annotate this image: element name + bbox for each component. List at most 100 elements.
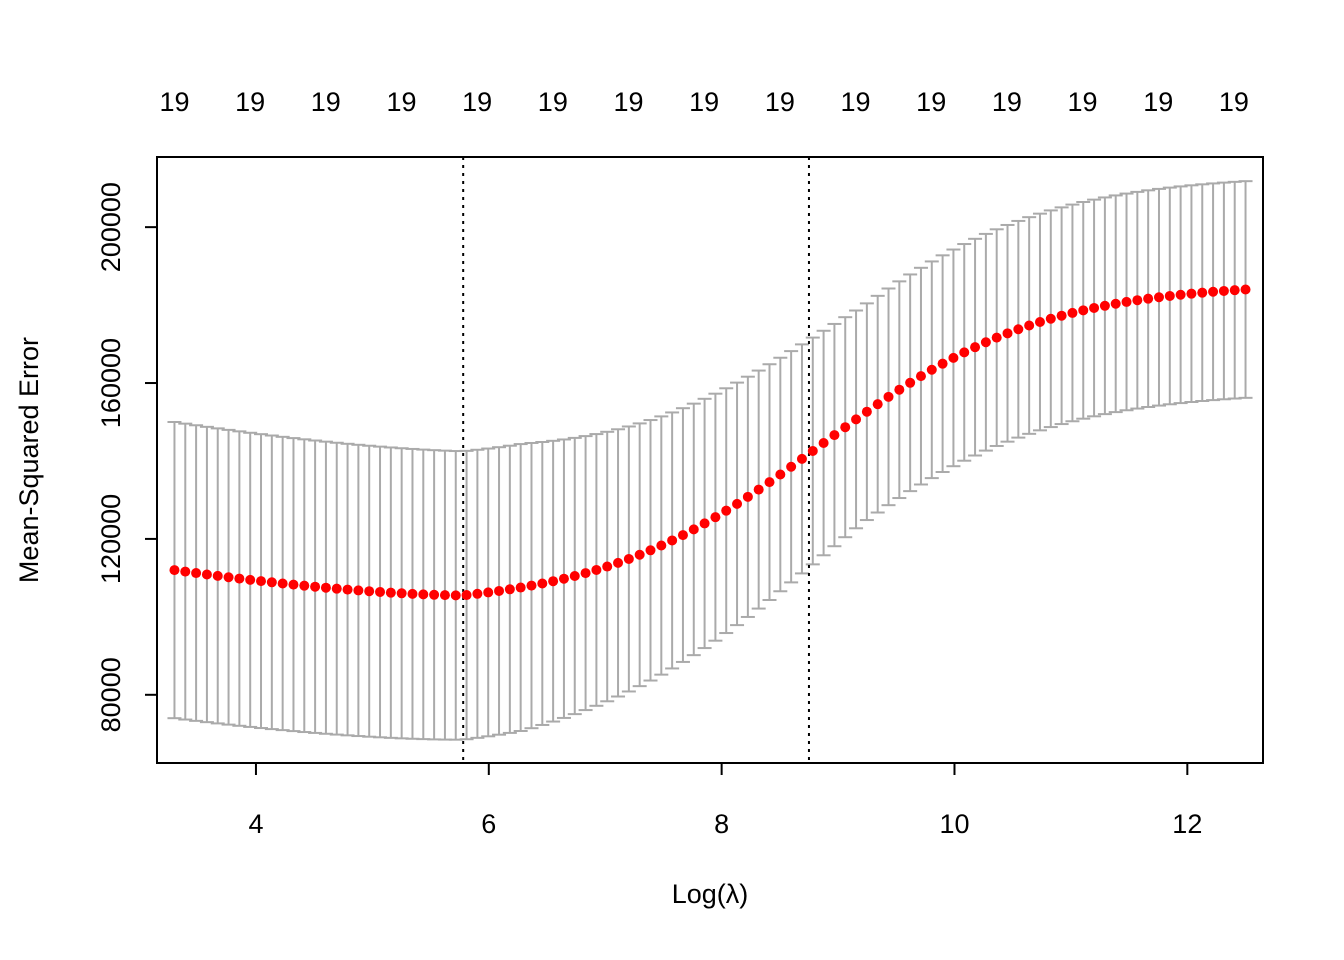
reference-lines: [462, 157, 810, 763]
mse-point: [1218, 285, 1229, 296]
mse-point: [851, 414, 862, 425]
top-axis-label: 19: [159, 87, 189, 117]
mse-point: [1024, 320, 1035, 331]
mse-point: [537, 578, 548, 589]
mse-point: [764, 477, 775, 488]
mse-point: [840, 422, 851, 433]
mse-point: [429, 589, 440, 600]
mse-point: [580, 568, 591, 579]
mse-point: [948, 352, 959, 363]
mse-point: [970, 342, 981, 353]
top-axis-label: 19: [841, 87, 871, 117]
y-tick-label: 160000: [96, 338, 126, 428]
mse-point: [591, 564, 602, 575]
mse-point: [1099, 300, 1110, 311]
mse-point: [742, 491, 753, 502]
mse-point: [483, 587, 494, 598]
mse-point: [1056, 310, 1067, 321]
mse-point: [180, 566, 191, 577]
mse-point: [915, 371, 926, 382]
mse-point: [266, 577, 277, 588]
top-axis-label: 19: [689, 87, 719, 117]
mse-point: [1229, 285, 1240, 296]
mse-point: [1175, 289, 1186, 300]
mse-point: [861, 406, 872, 417]
mse-point: [342, 584, 353, 595]
mse-point: [1067, 307, 1078, 318]
mse-point: [418, 589, 429, 600]
mse-point: [688, 524, 699, 535]
x-axis: 4 6 8 10 12: [248, 763, 1202, 839]
mse-point: [1121, 296, 1132, 307]
mse-point: [201, 569, 212, 580]
mse-point: [753, 484, 764, 495]
mse-point: [569, 571, 580, 582]
top-axis-label: 19: [235, 87, 265, 117]
mse-point: [1034, 316, 1045, 327]
mse-point: [320, 582, 331, 593]
mse-point: [1208, 286, 1219, 297]
mse-point: [256, 576, 267, 587]
mse-point: [937, 358, 948, 369]
y-axis-label: Mean-Squared Error: [14, 337, 44, 583]
top-axis-label: 19: [386, 87, 416, 117]
mse-point: [818, 438, 829, 449]
x-tick-label: 4: [248, 809, 263, 839]
mse-point: [1078, 305, 1089, 316]
top-axis-label: 19: [1068, 87, 1098, 117]
mse-point: [494, 585, 505, 596]
top-axis-label: 19: [916, 87, 946, 117]
y-axis: 80000 120000 160000 200000: [96, 182, 157, 732]
mse-point: [667, 535, 678, 546]
x-tick-label: 10: [939, 809, 969, 839]
mse-point: [1164, 290, 1175, 301]
mse-point: [656, 540, 667, 551]
mse-point: [504, 584, 515, 595]
mse-point: [1002, 328, 1013, 339]
mse-point: [775, 469, 786, 480]
x-axis-label: Log(λ): [672, 879, 749, 909]
mse-point: [331, 583, 342, 594]
mse-point: [699, 518, 710, 529]
mse-point: [829, 430, 840, 441]
mse-point: [1153, 292, 1164, 303]
top-axis-label: 19: [538, 87, 568, 117]
mse-point: [223, 572, 234, 583]
mse-point: [364, 586, 375, 597]
mse-point: [385, 587, 396, 598]
mse-point: [396, 588, 407, 599]
mse-point: [1186, 288, 1197, 299]
x-tick-label: 12: [1172, 809, 1202, 839]
mse-point: [277, 578, 288, 589]
mse-point: [212, 570, 223, 581]
mse-point: [807, 445, 818, 456]
top-axis-label: 19: [992, 87, 1022, 117]
mse-point: [1013, 324, 1024, 335]
mse-point: [1240, 284, 1251, 295]
mse-point: [472, 588, 483, 599]
mse-point: [234, 573, 245, 584]
mse-point: [450, 590, 461, 601]
mse-point: [926, 364, 937, 375]
mse-point: [623, 553, 634, 564]
mse-point: [980, 337, 991, 348]
mse-point: [288, 579, 299, 590]
mse-point: [796, 453, 807, 464]
mse-point: [526, 580, 537, 591]
mse-point: [1089, 302, 1100, 313]
mse-point: [602, 561, 613, 572]
mse-point: [786, 461, 797, 472]
mse-point: [299, 580, 310, 591]
mse-point: [1197, 287, 1208, 298]
mse-point: [461, 590, 472, 601]
mse-point: [645, 545, 656, 556]
mse-point: [1045, 313, 1056, 324]
mse-point: [732, 498, 743, 509]
mse-point: [710, 512, 721, 523]
mse-point: [894, 384, 905, 395]
mse-point: [872, 399, 883, 410]
plot-frame: [156, 156, 1264, 764]
top-axis-label: 19: [765, 87, 795, 117]
y-tick-label: 120000: [96, 494, 126, 584]
